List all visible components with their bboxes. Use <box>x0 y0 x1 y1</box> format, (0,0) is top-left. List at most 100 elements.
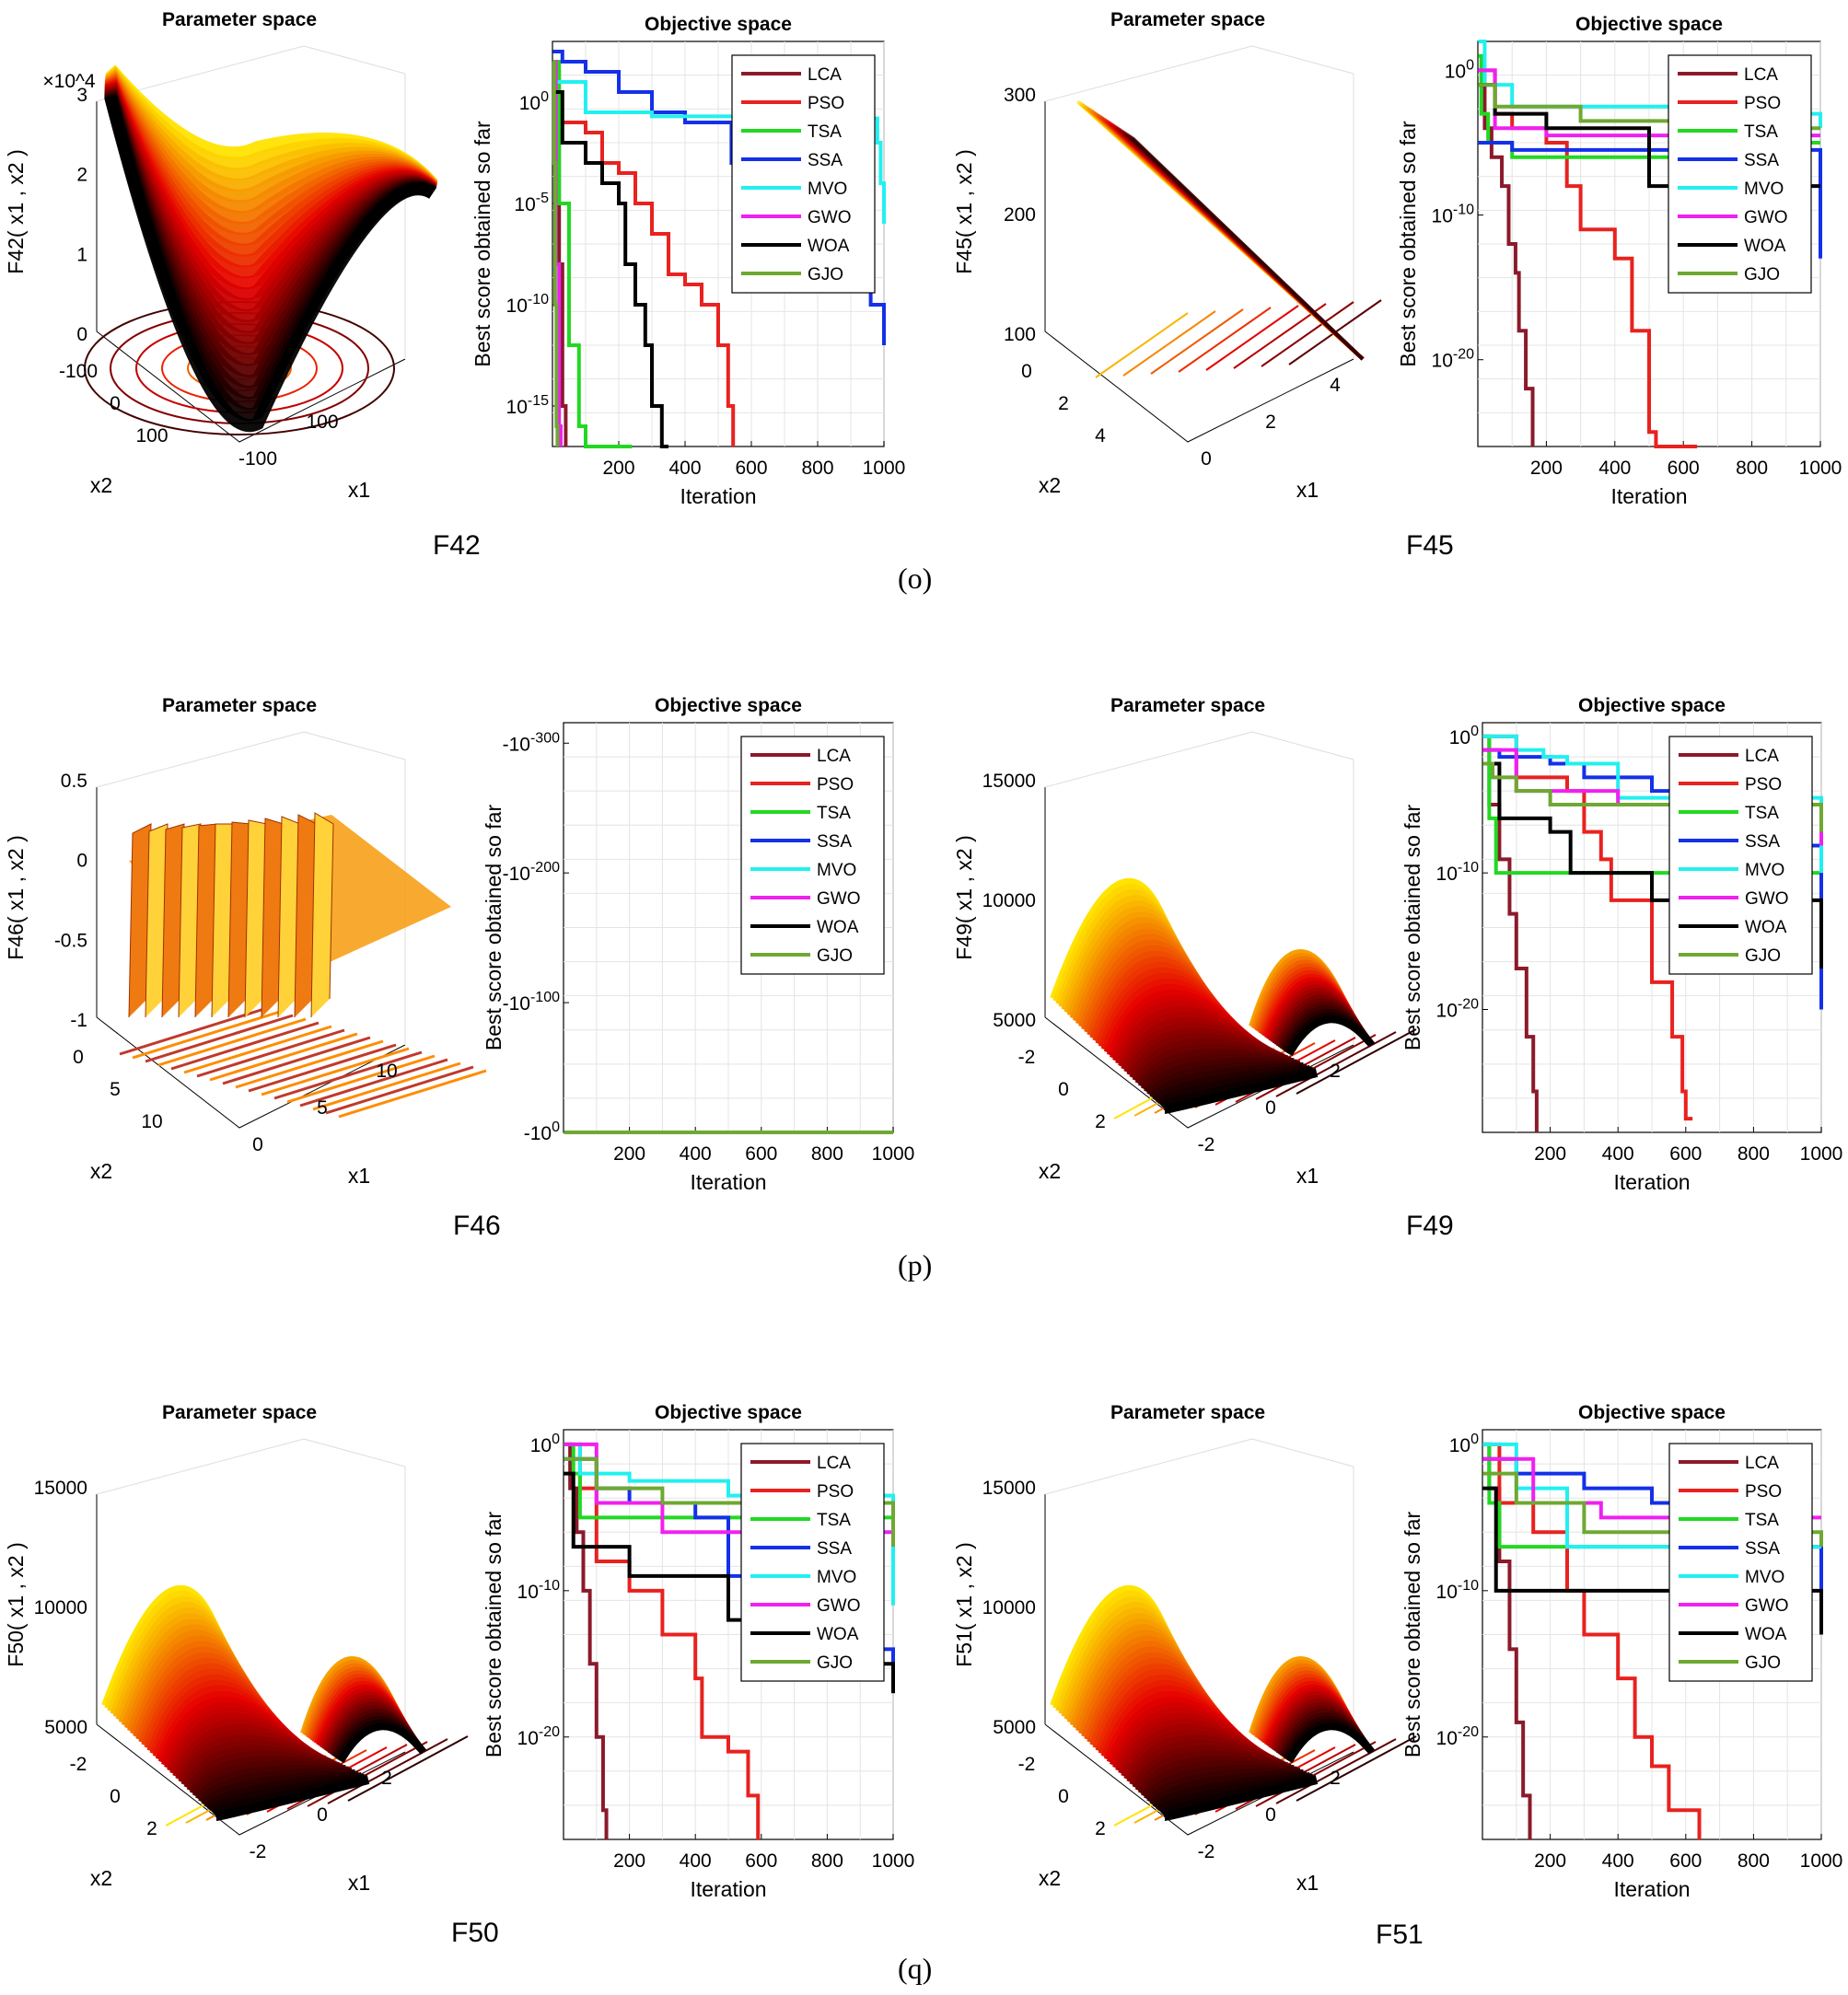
legend-label-GJO: GJO <box>1744 265 1780 284</box>
y-tick-label: -2 <box>1018 1754 1036 1775</box>
y-tick-label: 10-10 <box>1436 860 1480 885</box>
legend-label-LCA: LCA <box>817 747 851 766</box>
surface-band <box>337 1722 427 1763</box>
legend-label-MVO: MVO <box>817 861 856 880</box>
x-axis-label: Iteration <box>690 1170 766 1194</box>
y-tick-label: 0 <box>1021 361 1032 382</box>
z-tick-label: 2 <box>76 165 87 186</box>
y-axis-label: x2 <box>1039 1159 1061 1183</box>
z-axis-label: F45( x1 , x2 ) <box>952 149 976 273</box>
surface-band <box>1131 136 1365 361</box>
x-tick-label: 400 <box>1598 458 1631 479</box>
objective-chart-F46-obj: Objective space 200 400 600 800 1000 -10-300 -1… <box>482 695 914 1194</box>
x-tick-label: -2 <box>1198 1134 1215 1155</box>
legend-label-GJO: GJO <box>1745 1653 1781 1673</box>
surface-band <box>215 1775 370 1821</box>
floor-axis <box>1044 331 1354 443</box>
x-axis-label: Iteration <box>690 1877 766 1901</box>
y-tick-label: 10-5 <box>514 191 549 215</box>
x-tick-label: 1000 <box>1800 1143 1843 1165</box>
y-tick-label: 10-20 <box>1436 997 1480 1022</box>
legend-label-PSO: PSO <box>1744 94 1781 113</box>
contour-line <box>1296 1735 1417 1802</box>
legend-label-MVO: MVO <box>1745 861 1784 880</box>
x-tick-label: 200 <box>602 458 634 479</box>
x-axis-label: x1 <box>1296 1871 1319 1895</box>
y-axis-label: Best score obtained so far <box>1401 805 1424 1051</box>
y-tick-label: 10-10 <box>1436 1578 1480 1603</box>
y-tick-label: -100 <box>59 361 98 382</box>
z-tick-label: 0 <box>76 851 87 872</box>
legend-label-GWO: GWO <box>1744 208 1788 227</box>
y-tick-label: 10-20 <box>1436 1724 1480 1749</box>
series-line-MVO <box>1482 1442 1821 1549</box>
contour-line <box>347 1735 469 1802</box>
x-tick-label: 200 <box>613 1143 645 1165</box>
contour-line <box>170 1021 320 1071</box>
contour-line <box>1205 305 1299 371</box>
legend-label-WOA: WOA <box>808 237 850 256</box>
legend-label-SSA: SSA <box>1745 832 1780 852</box>
legend-box <box>1668 1443 1813 1682</box>
surface-chart-F46-param: Parameter space -1 -0.5 0 0.5 0 5 10 0 5 10 x2 x1 F46… <box>4 695 487 1188</box>
y-tick-label: -100 <box>524 1119 560 1144</box>
surface-chart-F42-param: Parameter space 0 1 2 3×10^4 -100 0 100 -100 100 x… <box>4 9 438 502</box>
x-tick-label: 800 <box>801 458 833 479</box>
legend-label-SSA: SSA <box>808 151 843 170</box>
x-axis-label: Iteration <box>1610 484 1687 508</box>
y-axis-label: x2 <box>1039 473 1061 497</box>
y-axis-label: Best score obtained so far <box>1401 1512 1424 1758</box>
x-tick-label: 10 <box>376 1061 397 1082</box>
x-tick-label: 400 <box>668 458 701 479</box>
box-edge <box>1251 45 1354 75</box>
z-axis-label: F46( x1 , x2 ) <box>4 835 28 959</box>
legend-label-WOA: WOA <box>817 1625 859 1644</box>
x-tick-label: 400 <box>1602 1850 1634 1872</box>
contour-line <box>1275 1738 1397 1804</box>
legend-box <box>740 1443 885 1682</box>
floor-axis <box>96 331 406 443</box>
box-edge <box>1044 45 1253 102</box>
y-axis-label: Best score obtained so far <box>482 1512 506 1758</box>
y-axis-label: Best score obtained so far <box>482 805 506 1051</box>
contour-line <box>235 1039 384 1089</box>
x-tick-label: 1000 <box>1800 1850 1843 1872</box>
legend-label-GJO: GJO <box>1745 946 1781 966</box>
z-tick-label: 15000 <box>982 771 1036 792</box>
z-tick-label: -0.5 <box>54 930 87 951</box>
x-tick-label: 800 <box>1738 1143 1770 1165</box>
series-line-WOA <box>552 90 668 448</box>
z-axis-label: F51( x1 , x2 ) <box>952 1542 976 1666</box>
legend-label-GWO: GWO <box>817 1596 861 1616</box>
surface-chart-F51-param: Parameter space 5000 10000 15000 -2 0 2 -2 0 2 x2 x… <box>952 1402 1417 1895</box>
legend-label-GWO: GWO <box>1745 889 1789 909</box>
surface-band <box>104 95 436 432</box>
chart-title: Parameter space <box>1110 9 1265 30</box>
contour-line <box>286 1054 436 1104</box>
contour-line <box>145 1014 294 1063</box>
legend-label-LCA: LCA <box>1744 65 1778 85</box>
z-axis-label: F42( x1 , x2 ) <box>4 149 28 273</box>
contour-line <box>327 1738 448 1804</box>
x-tick-label: 2 <box>381 1768 392 1789</box>
contour-line <box>273 1050 423 1100</box>
z-scale-label: ×10^4 <box>42 71 95 92</box>
contour-line <box>248 1043 397 1093</box>
legend-label-WOA: WOA <box>1744 237 1786 256</box>
surface-band <box>1164 1068 1319 1114</box>
series-line-GJO <box>552 60 560 447</box>
y-tick-label: 0 <box>110 1786 121 1807</box>
legend-label-SSA: SSA <box>817 1539 852 1559</box>
surface-band <box>1285 1015 1376 1056</box>
x-tick-label: 600 <box>745 1143 777 1165</box>
function-label-F50: F50 <box>451 1918 499 1948</box>
z-axis-label: F49( x1 , x2 ) <box>952 835 976 959</box>
legend-label-TSA: TSA <box>808 122 842 142</box>
objective-chart-F49-obj: Objective space 200 400 600 800 1000 100 10-10 1… <box>1401 695 1842 1194</box>
legend-label-TSA: TSA <box>817 804 851 823</box>
series-line-GJO <box>1482 1471 1823 1548</box>
series-line-PSO <box>1482 734 1693 1121</box>
z-tick-label: 10000 <box>982 1597 1036 1618</box>
legend-label-GWO: GWO <box>808 208 852 227</box>
